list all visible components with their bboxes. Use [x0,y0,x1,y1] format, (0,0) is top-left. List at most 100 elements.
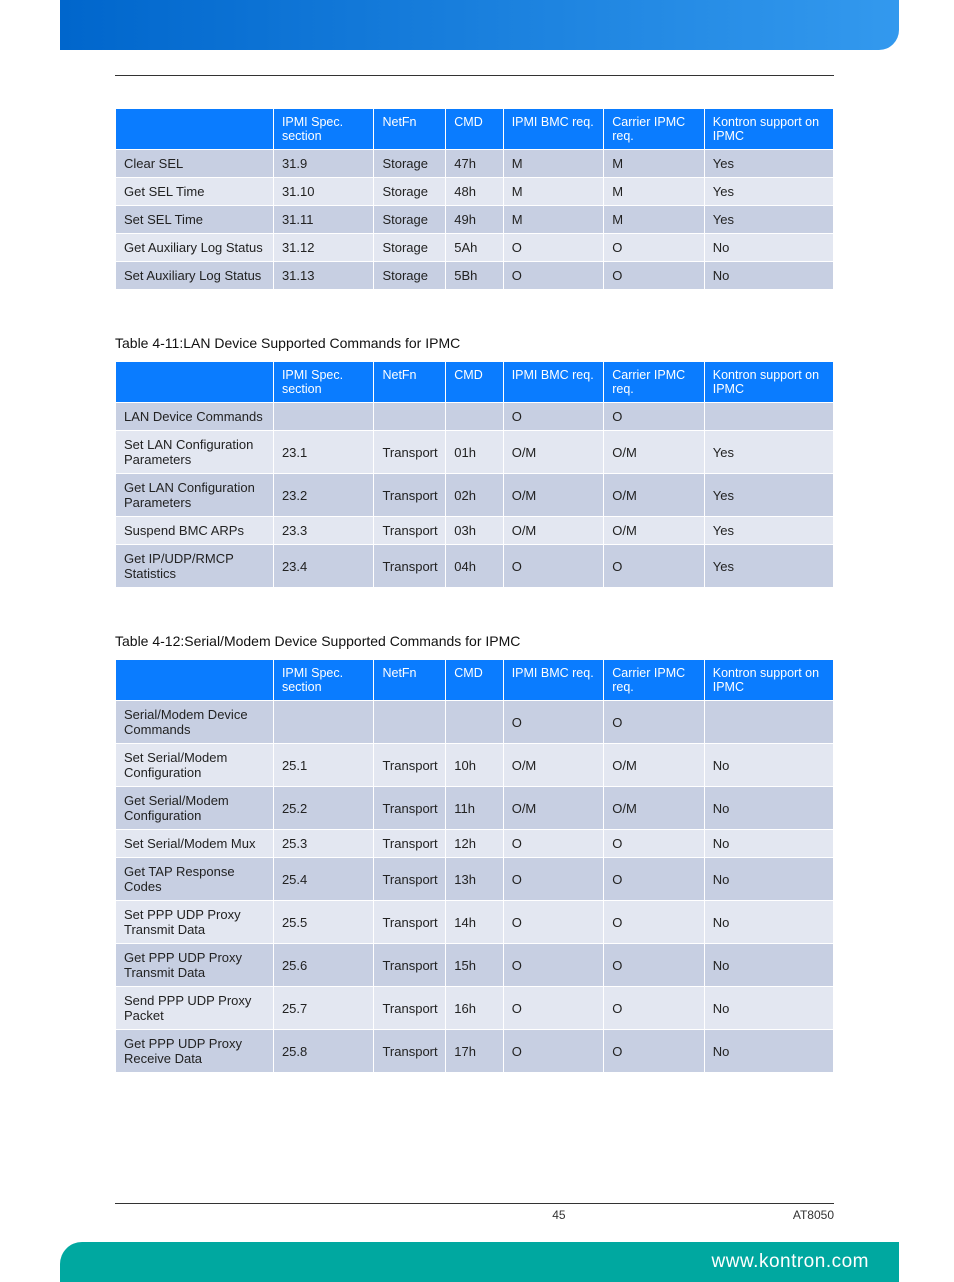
table-cell: O/M [503,474,604,517]
table-cell: No [704,234,833,262]
table-cell: M [503,206,604,234]
table-1: IPMI Spec. sectionNetFnCMDIPMI BMC req.C… [115,108,834,290]
table-cell: O [503,545,604,588]
table-cell: O/M [604,517,705,545]
table-cell: O/M [503,744,604,787]
table-cell [273,403,374,431]
table-cell: M [604,150,705,178]
table-cell: Suspend BMC ARPs [116,517,274,545]
column-header: NetFn [374,109,446,150]
table-cell: O [604,234,705,262]
table-cell: 47h [446,150,503,178]
table-cell: No [704,1030,833,1073]
table-row: Set Auxiliary Log Status31.13Storage5BhO… [116,262,834,290]
table-cell: Transport [374,545,446,588]
table-cell: Transport [374,744,446,787]
table-row: Get Auxiliary Log Status31.12Storage5AhO… [116,234,834,262]
column-header: NetFn [374,660,446,701]
table-cell: O [604,858,705,901]
page-content: IPMI Spec. sectionNetFnCMDIPMI BMC req.C… [115,75,834,1073]
table-cell: O [604,701,705,744]
table-row: Clear SEL31.9Storage47hMMYes [116,150,834,178]
table-cell [704,403,833,431]
table-cell: O [503,901,604,944]
column-header [116,660,274,701]
table-cell: Transport [374,517,446,545]
table-cell [446,701,503,744]
table-cell: 15h [446,944,503,987]
table-cell: Storage [374,150,446,178]
table-cell: Yes [704,545,833,588]
column-header [116,362,274,403]
table-cell: O [604,944,705,987]
table-cell: O [604,830,705,858]
table-cell: No [704,944,833,987]
table-row: Get Serial/Modem Configuration25.2Transp… [116,787,834,830]
table-cell: 03h [446,517,503,545]
table-cell: Yes [704,474,833,517]
table-cell: O/M [503,517,604,545]
table-cell: O [604,1030,705,1073]
table-cell: 31.13 [273,262,374,290]
column-header: IPMI Spec. section [273,362,374,403]
table-row: Get SEL Time31.10Storage48hMMYes [116,178,834,206]
table-3-caption: Table 4-12:Serial/Modem Device Supported… [115,633,834,649]
table-row: Get TAP Response Codes25.4Transport13hOO… [116,858,834,901]
table-cell: No [704,830,833,858]
column-header [116,109,274,150]
footer-line: 45 AT8050 [115,1203,834,1222]
table-cell: 25.4 [273,858,374,901]
table-cell: No [704,744,833,787]
table-cell: 01h [446,431,503,474]
footer-doc-id: AT8050 [793,1208,834,1222]
table-cell: Yes [704,178,833,206]
table-cell: Set Serial/Modem Mux [116,830,274,858]
column-header: Carrier IPMC req. [604,109,705,150]
table-cell: M [503,178,604,206]
table-cell: 11h [446,787,503,830]
table-row: Set SEL Time31.11Storage49hMMYes [116,206,834,234]
table-cell: 04h [446,545,503,588]
column-header: CMD [446,660,503,701]
table-row: Set PPP UDP Proxy Transmit Data25.5Trans… [116,901,834,944]
table-cell: O/M [604,431,705,474]
table-cell: Storage [374,178,446,206]
table-row: Set Serial/Modem Mux25.3Transport12hOONo [116,830,834,858]
column-header: CMD [446,109,503,150]
table-cell: O [503,701,604,744]
column-header: Carrier IPMC req. [604,660,705,701]
table-cell: Storage [374,262,446,290]
table-row: Get PPP UDP Proxy Receive Data25.8Transp… [116,1030,834,1073]
table-cell: 25.7 [273,987,374,1030]
footer-area: 45 AT8050 [115,1203,834,1222]
column-header: CMD [446,362,503,403]
table-cell: 14h [446,901,503,944]
table-cell: O [604,262,705,290]
table-cell: Storage [374,206,446,234]
table-cell: O [503,1030,604,1073]
table-cell: Set SEL Time [116,206,274,234]
table-3-body: Serial/Modem Device CommandsOOSet Serial… [116,701,834,1073]
table-cell: M [503,150,604,178]
table-cell: Get LAN Configuration Parameters [116,474,274,517]
table-1-body: Clear SEL31.9Storage47hMMYesGet SEL Time… [116,150,834,290]
table-cell: Transport [374,474,446,517]
top-divider [115,75,834,76]
table-1-header-row: IPMI Spec. sectionNetFnCMDIPMI BMC req.C… [116,109,834,150]
table-cell: Get Serial/Modem Configuration [116,787,274,830]
table-cell: O/M [604,474,705,517]
table-cell [704,701,833,744]
table-cell: O/M [503,787,604,830]
table-cell: Transport [374,787,446,830]
table-cell: 23.1 [273,431,374,474]
table-cell: Storage [374,234,446,262]
column-header: Carrier IPMC req. [604,362,705,403]
table-cell: 13h [446,858,503,901]
table-cell: 23.4 [273,545,374,588]
table-cell: O/M [604,744,705,787]
table-cell: No [704,901,833,944]
table-cell: Serial/Modem Device Commands [116,701,274,744]
column-header: IPMI Spec. section [273,109,374,150]
table-cell: 23.3 [273,517,374,545]
table-cell: No [704,787,833,830]
